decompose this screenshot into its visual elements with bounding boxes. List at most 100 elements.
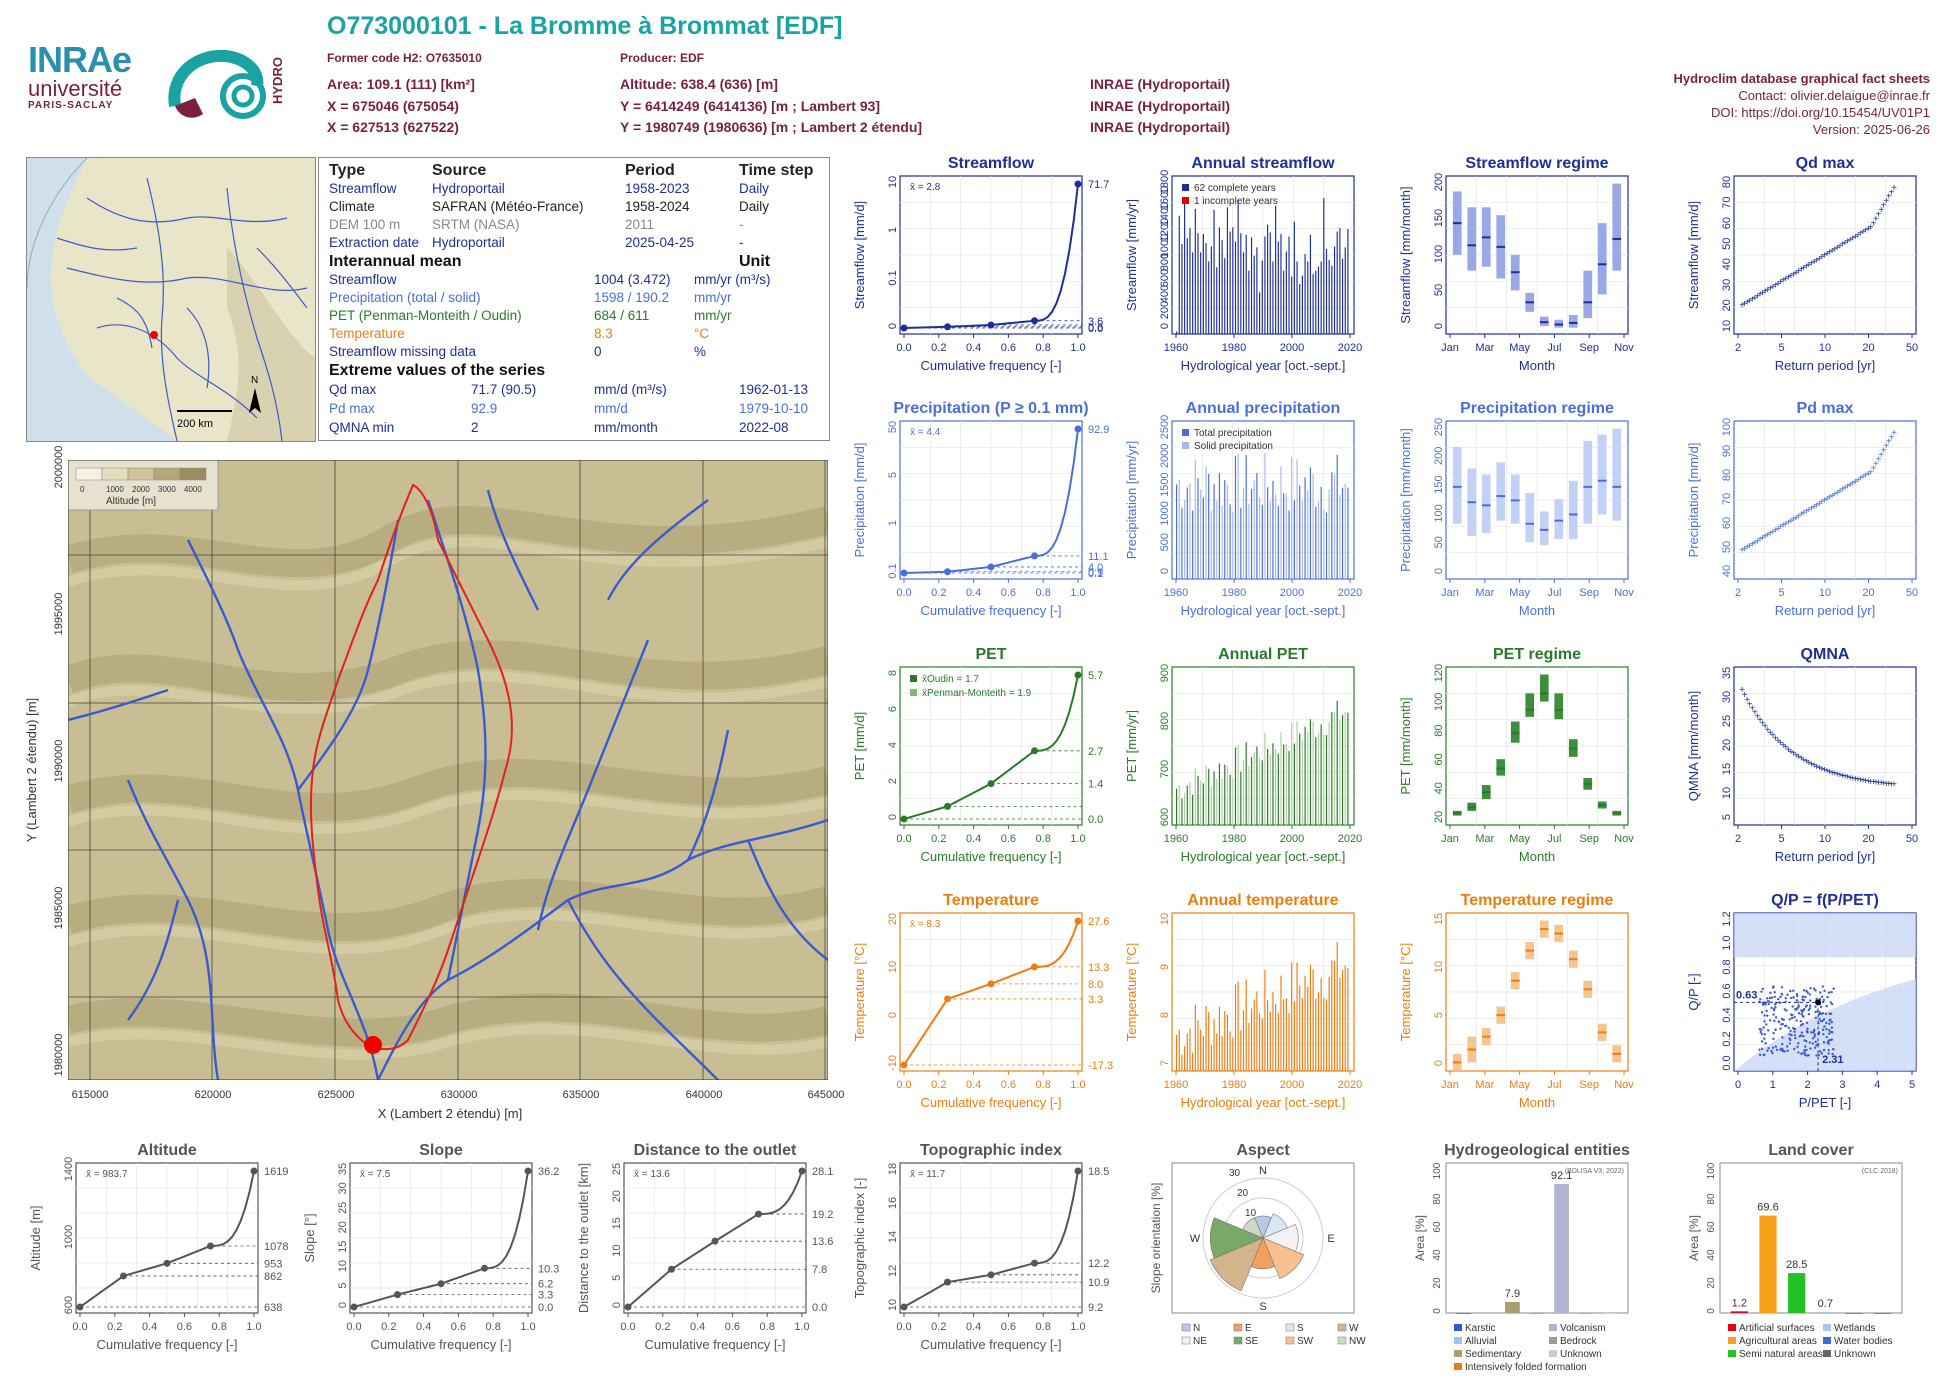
scatter-point (1787, 1026, 1790, 1030)
map-x-tick: 625000 (318, 1089, 355, 1101)
x-tick-label: May (1509, 342, 1530, 354)
bar (1296, 721, 1298, 825)
bar (1216, 1033, 1218, 1071)
return-point: + (1863, 471, 1869, 482)
chart-title: Topographic index (920, 1142, 1062, 1159)
bar (1181, 1054, 1183, 1071)
bar (1221, 505, 1223, 579)
y-tick-label: 80 (1432, 1193, 1443, 1205)
y-tick-label: 200 (1433, 173, 1445, 191)
table-cell: 1598 / 190.2 (594, 290, 670, 305)
scatter-point (1804, 1045, 1807, 1048)
scatter-point (1763, 1033, 1767, 1036)
scatter-point (1758, 1053, 1762, 1057)
x-tick-label: 2 (1735, 833, 1741, 845)
bar (1184, 793, 1186, 825)
return-point: + (1881, 446, 1887, 457)
chart-annual_pet: Annual PET Hydrological year [oct.-sept.]… (1124, 646, 1362, 864)
bar (1288, 1012, 1290, 1071)
scatter-point (1827, 1032, 1831, 1035)
return-point: + (1827, 248, 1833, 259)
y-tick-label: 1 (887, 520, 899, 526)
scatter-point (1767, 1029, 1770, 1032)
chart-title: PET regime (1493, 646, 1581, 663)
return-point: + (1762, 287, 1768, 298)
x-tick-label: 0.0 (896, 587, 911, 599)
return-point: + (1873, 459, 1879, 470)
y-tick-label: 900 (1159, 664, 1171, 682)
bar (1221, 1035, 1223, 1071)
return-point: + (1845, 237, 1851, 248)
y-tick-label: 1400 (1159, 202, 1171, 226)
return-point: + (1752, 293, 1758, 304)
scatter-point (1793, 1030, 1796, 1033)
regime-box (1525, 693, 1535, 717)
right-value-label: 27.6 (1088, 916, 1109, 928)
y-tick-label: 100 (1432, 1162, 1443, 1179)
scatter-point (1777, 997, 1780, 1001)
scatter-point (1826, 1041, 1829, 1044)
return-point: + (1775, 279, 1781, 290)
scatter-point (1800, 1052, 1803, 1055)
return-point: + (1749, 703, 1755, 714)
bar (1256, 991, 1258, 1071)
return-point: + (1837, 241, 1843, 252)
right-value-label: 3.3 (538, 1290, 553, 1302)
legend-swatch (910, 675, 917, 682)
plot-area (1719, 1162, 1903, 1314)
y-tick-label: 5 (337, 1283, 349, 1289)
x-tick-label: 2000 (1280, 342, 1304, 354)
bar (1328, 976, 1330, 1071)
altitude-legend: 0 1000 2000 3000 4000 Altitude [m] (67, 459, 219, 511)
return-point: + (1886, 192, 1892, 203)
compass-label: E (1327, 1233, 1334, 1245)
river-segment (127, 899, 180, 1021)
scatter-point (1819, 1012, 1823, 1015)
bar (1253, 999, 1255, 1071)
x-tick-label: Mar (1475, 587, 1494, 599)
bar (1291, 456, 1293, 579)
scatter-point (1814, 989, 1817, 992)
map-x-label: X (Lambert 2 étendu) [m] (378, 1106, 523, 1121)
scatter-point (1827, 1049, 1830, 1052)
scatter-point (1771, 1046, 1775, 1049)
return-point: + (1822, 251, 1828, 262)
point-label: 2.31 (1822, 1054, 1843, 1066)
scatter-point (1760, 1047, 1764, 1051)
bar (1186, 785, 1188, 825)
return-point: + (1791, 514, 1797, 525)
x-tick-label: May (1509, 1079, 1530, 1091)
y-tick-label: 10 (887, 961, 899, 973)
return-point: + (1755, 711, 1761, 722)
scatter-point (1799, 1024, 1803, 1027)
y-tick-label: 600 (1159, 808, 1171, 826)
y-tick-label: 30 (337, 1182, 349, 1194)
x-tick-label: 10 (1819, 342, 1831, 354)
x-tick-label: 0.2 (381, 1321, 396, 1333)
bar (1275, 1003, 1277, 1071)
return-point: + (1847, 480, 1853, 491)
y-tick-label: 100 (1433, 504, 1445, 522)
scatter-point (1809, 987, 1812, 990)
legend-entry: Water bodies (1834, 1336, 1893, 1347)
table-cell: mm/yr (694, 290, 732, 305)
x-tick-label: 0.0 (896, 342, 911, 354)
right-value-label: 4.0 (1088, 562, 1103, 574)
return-point: + (1770, 282, 1776, 293)
return-point: + (1881, 201, 1887, 212)
bar (1336, 700, 1338, 825)
chart-distance_cdf: Distance to the outlet Cumulative frequen… (576, 1142, 833, 1352)
scatter-point (1774, 1016, 1778, 1019)
bar (1333, 474, 1336, 579)
bar (1181, 508, 1183, 579)
bar (1299, 733, 1301, 825)
y-tick-label: -10 (887, 1055, 899, 1071)
return-point: + (1755, 291, 1761, 302)
terrain-ridge (64, 993, 832, 1047)
regime-box (1525, 493, 1535, 543)
return-point: + (1829, 491, 1835, 502)
return-point: + (1827, 767, 1833, 778)
bar (1256, 472, 1258, 579)
bar (1307, 261, 1309, 334)
bar (1299, 485, 1301, 579)
